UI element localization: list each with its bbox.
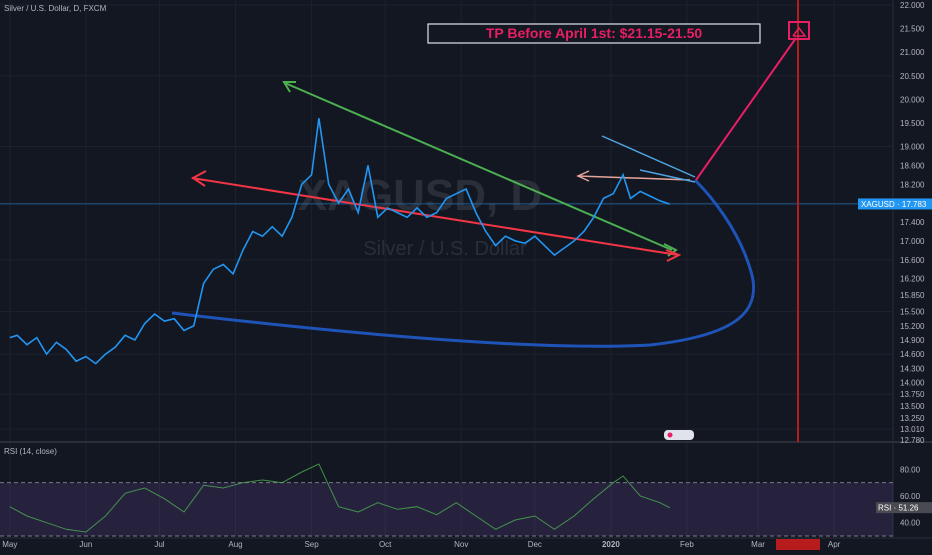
time-tick-label: Dec xyxy=(528,540,542,549)
price-tick-label: 15.200 xyxy=(900,322,925,331)
price-tick-label: 16.600 xyxy=(900,256,925,265)
current-price-label: XAGUSD · 17.783 xyxy=(861,200,927,209)
time-tick-label: 2020 xyxy=(602,540,620,549)
time-tick-label: Mar xyxy=(751,540,765,549)
price-arrow-head xyxy=(576,170,590,182)
highlight-date-bg xyxy=(776,539,820,550)
tradingview-logo xyxy=(664,430,694,440)
price-tick-label: 18.200 xyxy=(900,180,925,189)
target-box[interactable] xyxy=(788,21,810,40)
logo-dot-icon xyxy=(667,432,673,438)
lower-trendline[interactable] xyxy=(191,177,679,256)
rsi-axis[interactable]: 80.00 60.00 40.00 xyxy=(900,465,921,527)
projection-curve[interactable] xyxy=(171,178,756,348)
pennant-lower-line[interactable] xyxy=(639,169,696,183)
time-tick-label: Aug xyxy=(228,540,242,549)
price-tick-label: 21.500 xyxy=(900,25,925,34)
time-tick-label: Jun xyxy=(79,540,92,549)
rsi-tick-label: 60.00 xyxy=(900,492,921,501)
price-tick-label: 15.500 xyxy=(900,308,925,317)
price-tick-label: 13.750 xyxy=(900,390,925,399)
price-series-line[interactable] xyxy=(9,118,671,365)
rsi-series-line[interactable] xyxy=(9,463,671,533)
current-price-label-bg xyxy=(858,198,932,210)
time-tick-label: May xyxy=(2,540,17,549)
rsi-band xyxy=(0,482,893,536)
price-tick-label: 17.000 xyxy=(900,237,925,246)
time-tick-label: Apr xyxy=(828,540,841,549)
time-tick-label: Feb xyxy=(680,540,694,549)
time-tick-label: Oct xyxy=(379,540,392,549)
watermark-symbol: XAGUSD, D xyxy=(298,171,542,220)
price-tick-label: 14.900 xyxy=(900,336,925,345)
price-tick-label: 19.500 xyxy=(900,119,925,128)
price-arrow-line[interactable] xyxy=(577,175,691,181)
upper-trendline[interactable] xyxy=(284,82,673,251)
rsi-title[interactable]: RSI (14, close) xyxy=(4,447,57,456)
price-tick-label: 14.000 xyxy=(900,378,925,387)
target-triangle-icon xyxy=(792,26,807,37)
projection-arrow[interactable] xyxy=(695,37,797,181)
rsi-value-label-bg xyxy=(876,502,932,514)
price-axis[interactable]: 22.000 21.500 21.000 20.500 20.000 19.500 19.0… xyxy=(900,1,925,445)
price-tick-label: 20.000 xyxy=(900,95,925,104)
lower-trendline-arrow-end xyxy=(665,249,682,262)
price-tick-label: 19.000 xyxy=(900,143,925,152)
upper-trendline-arrow-start xyxy=(282,81,296,93)
price-tick-label: 13.250 xyxy=(900,414,925,423)
symbol-title[interactable]: Silver / U.S. Dollar, D, FXCM xyxy=(4,4,107,13)
price-tick-label: 16.200 xyxy=(900,275,925,284)
price-tick-label: 20.500 xyxy=(900,72,925,81)
rsi-tick-label: 40.00 xyxy=(900,519,921,528)
price-tick-label: 14.600 xyxy=(900,350,925,359)
price-tick-label: 12.780 xyxy=(900,436,925,445)
watermark-name: Silver / U.S. Dollar xyxy=(363,238,527,260)
tp-annotation-text: TP Before April 1st: $21.15-21.50 xyxy=(486,25,703,41)
price-tick-label: 22.000 xyxy=(900,1,925,10)
price-tick-label: 13.010 xyxy=(900,425,925,434)
lower-trendline-arrow-start xyxy=(191,170,207,187)
price-tick-label: 18.600 xyxy=(900,161,925,170)
price-tick-label: 13.500 xyxy=(900,402,925,411)
price-tick-label: 14.300 xyxy=(900,364,925,373)
price-tick-label: 15.850 xyxy=(900,291,925,300)
time-tick-label: Nov xyxy=(454,540,468,549)
rsi-value-label: RSI · 51.26 xyxy=(878,504,919,513)
tp-annotation-box[interactable] xyxy=(427,23,761,44)
price-tick-label: 17.400 xyxy=(900,218,925,227)
pennant-upper-line[interactable] xyxy=(601,135,696,178)
rsi-tick-label: 80.00 xyxy=(900,465,921,474)
time-tick-label: Sep xyxy=(304,540,319,549)
price-tick-label: 21.000 xyxy=(900,48,925,57)
time-tick-label: Jul xyxy=(154,540,164,549)
